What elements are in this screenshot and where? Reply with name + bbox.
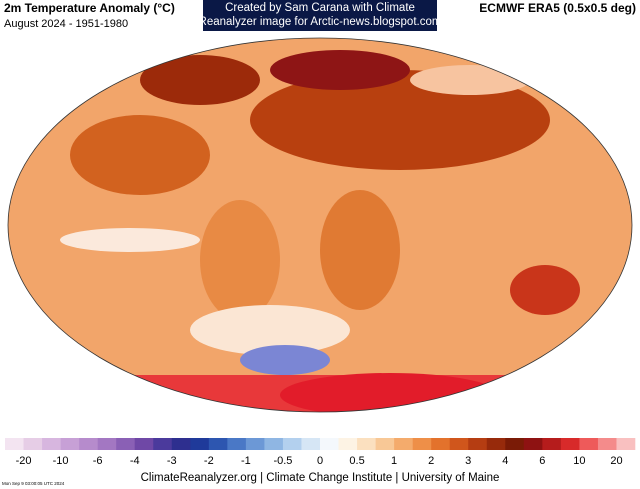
colorbar-label: -6: [93, 455, 103, 467]
colorbar-label: -3: [167, 455, 177, 467]
colorbar-swatch: [227, 438, 247, 450]
timestamp: Mon Sep 9 03:00:05 UTC 2024: [2, 481, 65, 486]
colorbar-swatch: [542, 438, 562, 450]
dataset: ECMWF ERA5 (0.5x0.5 deg): [479, 1, 636, 15]
colorbar-label: -2: [204, 455, 214, 467]
colorbar: -20 -10 -6 -4 -3 -2 -1 -0.5 0 0.5 1 2 3 4 6 10 20: [5, 438, 636, 467]
region: [190, 305, 350, 355]
colorbar-swatch: [301, 438, 321, 450]
colorbar-label: -20: [16, 455, 32, 467]
colorbar-swatch: [190, 438, 210, 450]
region: [270, 50, 410, 90]
colorbar-swatch: [208, 438, 228, 450]
colorbar-label: 10: [573, 455, 585, 467]
region: [140, 55, 260, 105]
colorbar-swatch: [153, 438, 173, 450]
colorbar-swatch: [60, 438, 80, 450]
colorbar-swatch: [468, 438, 488, 450]
colorbar-swatch: [597, 438, 617, 450]
colorbar-swatch: [375, 438, 395, 450]
credit-line: Created by Sam Carana with Climate: [225, 2, 415, 14]
map: [8, 38, 632, 412]
region: [280, 373, 500, 412]
colorbar-swatch: [486, 438, 506, 450]
colorbar-swatch: [523, 438, 543, 450]
colorbar-swatch: [431, 438, 451, 450]
map-border: [7, 37, 633, 413]
colorbar-swatch: [23, 438, 43, 450]
colorbar-label: 0: [317, 455, 323, 467]
colorbar-label: -0.5: [273, 455, 292, 467]
colorbar-swatch: [616, 438, 636, 450]
colorbar-swatch: [449, 438, 469, 450]
credit-box: [203, 0, 437, 31]
colorbar-swatch: [79, 438, 98, 450]
colorbar-swatch: [394, 438, 413, 450]
region: [60, 228, 200, 252]
region: [70, 115, 210, 195]
colorbar-label: 1: [391, 455, 397, 467]
subtitle: August 2024 - 1951-1980: [4, 18, 128, 30]
colorbar-label: -10: [53, 455, 69, 467]
colorbar-swatch: [357, 438, 376, 450]
title: 2m Temperature Anomaly (°C): [4, 1, 175, 15]
region: [410, 65, 530, 95]
colorbar-label: -4: [130, 455, 140, 467]
colorbar-swatch: [264, 438, 284, 450]
colorbar-swatch: [116, 438, 136, 450]
colorbar-swatch: [282, 438, 302, 450]
colorbar-label: 20: [610, 455, 622, 467]
region: [250, 70, 550, 170]
region: [200, 200, 280, 320]
colorbar-swatch: [579, 438, 599, 450]
colorbar-label: -1: [241, 455, 251, 467]
colorbar-swatch: [42, 438, 61, 450]
region: [555, 374, 575, 386]
credit-line: Reanalyzer image for Arctic-news.blogspo…: [199, 16, 442, 28]
colorbar-swatch: [171, 438, 191, 450]
colorbar-swatch: [97, 438, 117, 450]
colorbar-swatch: [5, 438, 24, 450]
colorbar-swatch: [245, 438, 265, 450]
colorbar-swatch: [338, 438, 358, 450]
colorbar-swatch: [560, 438, 580, 450]
colorbar-label: 4: [502, 455, 508, 467]
colorbar-swatch: [320, 438, 339, 450]
region: [320, 190, 400, 310]
region: [240, 345, 330, 375]
footer-source: ClimateReanalyzer.org | Climate Change I…: [141, 472, 500, 484]
region: [113, 376, 137, 388]
colorbar-label: 6: [539, 455, 545, 467]
colorbar-label: 3: [465, 455, 471, 467]
colorbar-label: 0.5: [349, 455, 364, 467]
region: [510, 265, 580, 315]
colorbar-swatch: [412, 438, 432, 450]
colorbar-swatch: [505, 438, 525, 450]
colorbar-label: 2: [428, 455, 434, 467]
colorbar-swatch: [134, 438, 154, 450]
